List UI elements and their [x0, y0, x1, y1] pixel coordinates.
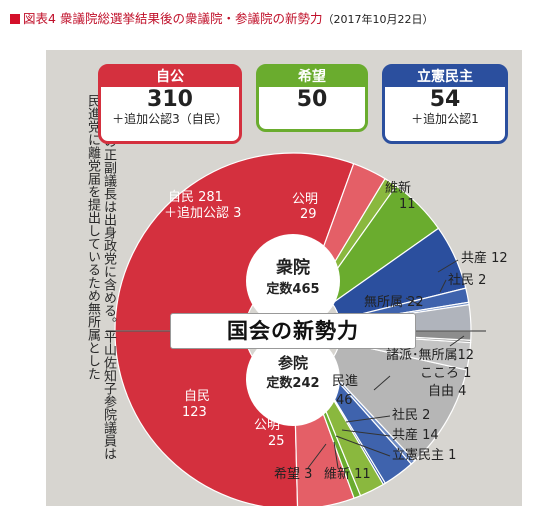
label-upper-cdp: 立憲民主 1	[392, 448, 457, 463]
label-upper-jcp: 共産 14	[392, 428, 439, 443]
upper-house-seats: 定数242	[266, 376, 320, 391]
title-square-icon	[10, 14, 20, 24]
label-upper-kibo: 希望 3	[274, 467, 313, 482]
label-lower-jcp: 共産 12	[461, 251, 508, 266]
leader-lower-sdp	[439, 279, 447, 293]
label-lower-ishin-value: 11	[399, 197, 416, 212]
label-lower-ldp: 自民 281	[168, 190, 223, 205]
upper-house-title: 参院	[277, 354, 308, 372]
leader-upper-kibo	[307, 443, 327, 469]
leader-upper-jcp	[341, 429, 391, 437]
label-upper-minshin-value: 46	[336, 393, 353, 408]
leader-upper-shoha	[449, 335, 465, 347]
summary-box-label: 自公	[101, 67, 239, 87]
label-lower-ishin: 維新	[385, 181, 412, 196]
lower-house-seats: 定数465	[266, 282, 320, 297]
summary-box-label: 立憲民主	[385, 67, 505, 87]
label-upper-minshin: 民進	[332, 374, 359, 389]
lower-house-center: 衆院 定数465	[246, 234, 340, 328]
leader-lower-independent	[405, 297, 423, 307]
footnote-line-1: ※参院の正副議長は出身政党に含める。平山佐知子参院議員は	[101, 94, 116, 460]
label-upper-ishin: 維新 11	[324, 467, 371, 482]
summary-box-label: 希望	[259, 67, 365, 87]
label-upper-komeito: 公明	[254, 418, 281, 433]
label-lower-ldp-extra: ＋追加公認 3	[164, 206, 242, 221]
label-upper-kokoro: こころ 1	[420, 366, 472, 381]
banner-title: 国会の新勢力	[170, 313, 416, 349]
label-upper-jiyu: 自由 4	[428, 384, 467, 399]
leader-upper-ishin	[333, 441, 339, 469]
summary-box-total: 50	[296, 87, 328, 112]
summary-box-total: 310	[147, 87, 193, 112]
label-lower-komeito: 公明	[292, 192, 319, 207]
label-upper-sdp: 社民 2	[392, 408, 431, 423]
summary-box-ldp-komeito: 自公 310 ＋追加公認3（自民）	[98, 64, 242, 144]
figure-title: 図表4 衆議院総選挙結果後の衆議院・参議院の新勢力（2017年10月22日）	[10, 8, 535, 30]
label-upper-komeito-value: 25	[268, 434, 285, 449]
footnote-line-2: 民進党に離党届を提出しているため無所属とした	[85, 94, 100, 380]
chart-panel: ※参院の正副議長は出身政党に含める。平山佐知子参院議員は 民進党に離党届を提出し…	[46, 50, 522, 506]
leader-lower-jcp	[437, 259, 459, 273]
leader-upper-cdp	[335, 435, 391, 457]
house-of-representatives-chart	[114, 152, 472, 332]
lower-house-title: 衆院	[276, 258, 310, 278]
summary-box-note: ＋追加公認1	[411, 112, 479, 126]
summary-box-cdp: 立憲民主 54 ＋追加公認1	[382, 64, 508, 144]
figure-date: （2017年10月22日）	[322, 13, 434, 26]
label-lower-sdp: 社民 2	[448, 273, 487, 288]
summary-box-kibo: 希望 50	[256, 64, 368, 132]
label-upper-shoha: 諸派･無所属12	[386, 348, 475, 363]
leader-upper-sdp	[345, 415, 391, 423]
leader-upper-minshin	[373, 375, 391, 391]
figure-title-main: 衆議院総選挙結果後の衆議院・参議院の新勢力	[59, 11, 323, 26]
label-upper-ldp-value: 123	[182, 405, 207, 420]
footnote: ※参院の正副議長は出身政党に含める。平山佐知子参院議員は 民進党に離党届を提出し…	[50, 94, 116, 502]
label-lower-komeito-value: 29	[300, 207, 317, 222]
summary-box-total: 54	[429, 87, 461, 112]
label-upper-ldp: 自民	[184, 389, 211, 404]
label-lower-independent: 無所属 22	[364, 295, 424, 310]
figure-number: 図表4	[23, 11, 56, 26]
summary-box-note: ＋追加公認3（自民）	[112, 112, 228, 126]
